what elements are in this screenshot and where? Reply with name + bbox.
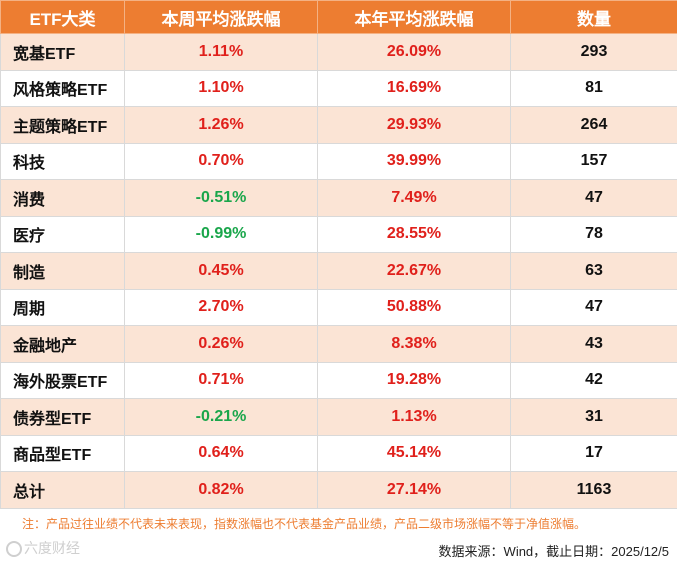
weekly-change-cell: -0.51% (124, 179, 318, 217)
count-cell: 81 (510, 69, 677, 107)
disclaimer-note: 注：产品过往业绩不代表未来表现，指数涨幅也不代表基金产品业绩，产品二级市场涨幅不… (22, 517, 587, 531)
ytd-change-cell: 7.49% (317, 179, 511, 217)
weekly-change-cell: 0.71% (124, 361, 318, 399)
table-row: 周期 2.70% 50.88% 47 (0, 288, 677, 326)
count-cell: 293 (510, 33, 677, 71)
count-cell: 31 (510, 398, 677, 436)
count-cell: 63 (510, 252, 677, 290)
category-cell: 周期 (0, 288, 125, 326)
category-cell: 主题策略ETF (0, 106, 125, 144)
weekly-change-cell: 0.64% (124, 434, 318, 472)
ytd-change-cell: 19.28% (317, 361, 511, 399)
category-cell: 宽基ETF (0, 33, 125, 71)
count-cell: 78 (510, 215, 677, 253)
ytd-change-cell: 39.99% (317, 142, 511, 180)
ytd-change-cell: 1.13% (317, 398, 511, 436)
weekly-change-cell: 1.26% (124, 106, 318, 144)
table-row: 金融地产 0.26% 8.38% 43 (0, 325, 677, 363)
count-cell: 17 (510, 434, 677, 472)
category-cell: 科技 (0, 142, 125, 180)
weekly-change-cell: 1.11% (124, 33, 318, 71)
ytd-change-cell: 50.88% (317, 288, 511, 326)
ytd-change-cell: 29.93% (317, 106, 511, 144)
etf-performance-table: ETF大类 本周平均涨跌幅 本年平均涨跌幅 数量 宽基ETF 1.11% 26.09… (0, 0, 677, 509)
table-row: 医疗 -0.99% 28.55% 78 (0, 215, 677, 253)
header-category: ETF大类 (0, 0, 125, 34)
category-cell: 海外股票ETF (0, 361, 125, 399)
count-cell: 1163 (510, 471, 677, 509)
weekly-change-cell: 2.70% (124, 288, 318, 326)
table-row: 商品型ETF 0.64% 45.14% 17 (0, 434, 677, 472)
table-row: 制造 0.45% 22.67% 63 (0, 252, 677, 290)
table-header-row: ETF大类 本周平均涨跌幅 本年平均涨跌幅 数量 (0, 0, 677, 34)
watermark: 六度财经 (6, 538, 80, 558)
category-cell: 总计 (0, 471, 125, 509)
table-row: 主题策略ETF 1.26% 29.93% 264 (0, 106, 677, 144)
ytd-change-cell: 8.38% (317, 325, 511, 363)
table-row: 消费 -0.51% 7.49% 47 (0, 179, 677, 217)
table-body: 宽基ETF 1.11% 26.09% 293 风格策略ETF 1.10% 16.69% 81 主… (0, 33, 677, 509)
ytd-change-cell: 26.09% (317, 33, 511, 71)
category-cell: 医疗 (0, 215, 125, 253)
table-row: 科技 0.70% 39.99% 157 (0, 142, 677, 180)
category-cell: 债券型ETF (0, 398, 125, 436)
ytd-change-cell: 22.67% (317, 252, 511, 290)
table-row: 风格策略ETF 1.10% 16.69% 81 (0, 69, 677, 107)
category-cell: 消费 (0, 179, 125, 217)
count-cell: 47 (510, 288, 677, 326)
category-cell: 风格策略ETF (0, 69, 125, 107)
weekly-change-cell: 0.82% (124, 471, 318, 509)
header-count: 数量 (510, 0, 677, 34)
count-cell: 157 (510, 142, 677, 180)
ytd-change-cell: 16.69% (317, 69, 511, 107)
count-cell: 43 (510, 325, 677, 363)
header-weekly-change: 本周平均涨跌幅 (124, 0, 318, 34)
weekly-change-cell: -0.21% (124, 398, 318, 436)
ytd-change-cell: 27.14% (317, 471, 511, 509)
count-cell: 47 (510, 179, 677, 217)
watermark-text: 六度财经 (24, 540, 80, 556)
watermark-logo-icon (6, 541, 22, 558)
weekly-change-cell: -0.99% (124, 215, 318, 253)
table-row: 债券型ETF -0.21% 1.13% 31 (0, 398, 677, 436)
weekly-change-cell: 1.10% (124, 69, 318, 107)
data-source: 数据来源：Wind，截止日期：2025/12/5 (438, 544, 669, 559)
category-cell: 商品型ETF (0, 434, 125, 472)
ytd-change-cell: 45.14% (317, 434, 511, 472)
ytd-change-cell: 28.55% (317, 215, 511, 253)
weekly-change-cell: 0.45% (124, 252, 318, 290)
count-cell: 264 (510, 106, 677, 144)
table-row: 宽基ETF 1.11% 26.09% 293 (0, 33, 677, 71)
table-row: 海外股票ETF 0.71% 19.28% 42 (0, 361, 677, 399)
category-cell: 金融地产 (0, 325, 125, 363)
weekly-change-cell: 0.70% (124, 142, 318, 180)
header-ytd-change: 本年平均涨跌幅 (317, 0, 511, 34)
category-cell: 制造 (0, 252, 125, 290)
weekly-change-cell: 0.26% (124, 325, 318, 363)
table-row: 总计 0.82% 27.14% 1163 (0, 471, 677, 509)
count-cell: 42 (510, 361, 677, 399)
